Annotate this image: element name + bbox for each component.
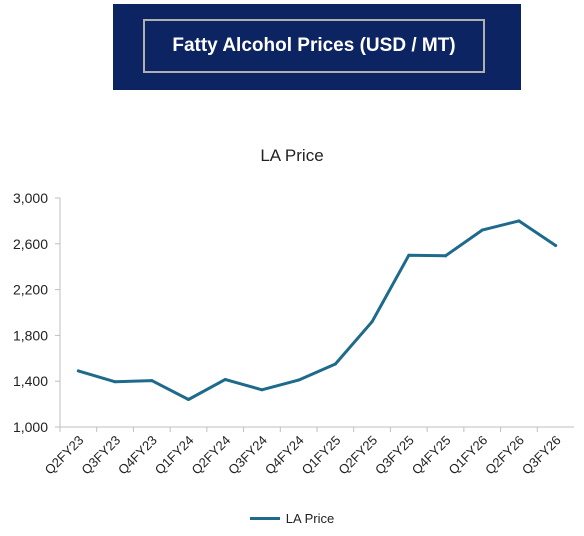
legend: LA Price <box>0 511 584 526</box>
chart-title: LA Price <box>260 146 324 165</box>
banner-title: Fatty Alcohol Prices (USD / MT) <box>172 35 456 56</box>
x-tick-label: Q4FY25 <box>409 433 454 478</box>
legend-swatch <box>249 517 280 520</box>
x-tick-label: Q1FY24 <box>152 433 197 478</box>
data-point <box>554 244 558 248</box>
x-tick-label: Q3FY25 <box>372 433 417 478</box>
y-tick-label: 3,000 <box>13 190 48 206</box>
data-point <box>187 398 190 402</box>
x-tick-label: Q1FY25 <box>299 433 344 478</box>
data-point <box>370 320 374 324</box>
x-tick-label: Q2FY24 <box>188 433 233 478</box>
x-tick-label: Q3FY26 <box>519 433 564 478</box>
data-point <box>333 362 337 366</box>
y-tick-label: 2,200 <box>13 282 48 298</box>
x-tick-label: Q4FY23 <box>115 433 160 478</box>
x-tick-label: Q3FY23 <box>78 433 123 478</box>
series-line-la-price <box>76 219 558 401</box>
data-point <box>517 219 521 223</box>
y-tick-label: 1,000 <box>13 419 48 435</box>
y-tick-label: 1,800 <box>13 327 48 343</box>
x-tick-label: Q2FY25 <box>335 433 380 478</box>
data-point <box>223 377 227 381</box>
y-tick-label: 1,400 <box>13 373 48 389</box>
data-point <box>444 254 447 258</box>
x-tick-label: Q3FY24 <box>225 433 270 478</box>
title-frame: Fatty Alcohol Prices (USD / MT) <box>143 19 485 73</box>
data-point <box>150 379 154 383</box>
data-point <box>407 253 411 257</box>
x-tick-label: Q2FY26 <box>482 433 527 478</box>
data-point <box>480 228 484 232</box>
data-point <box>260 388 264 392</box>
legend-label: LA Price <box>285 511 335 526</box>
x-tick-label: Q4FY24 <box>262 433 307 478</box>
data-point <box>76 369 80 373</box>
data-point <box>113 380 117 384</box>
x-tick-label: Q2FY23 <box>42 433 87 478</box>
title-banner: Fatty Alcohol Prices (USD / MT) <box>113 4 521 90</box>
y-tick-label: 2,600 <box>13 236 48 252</box>
data-point <box>297 378 301 382</box>
x-tick-label: Q1FY26 <box>445 433 490 478</box>
